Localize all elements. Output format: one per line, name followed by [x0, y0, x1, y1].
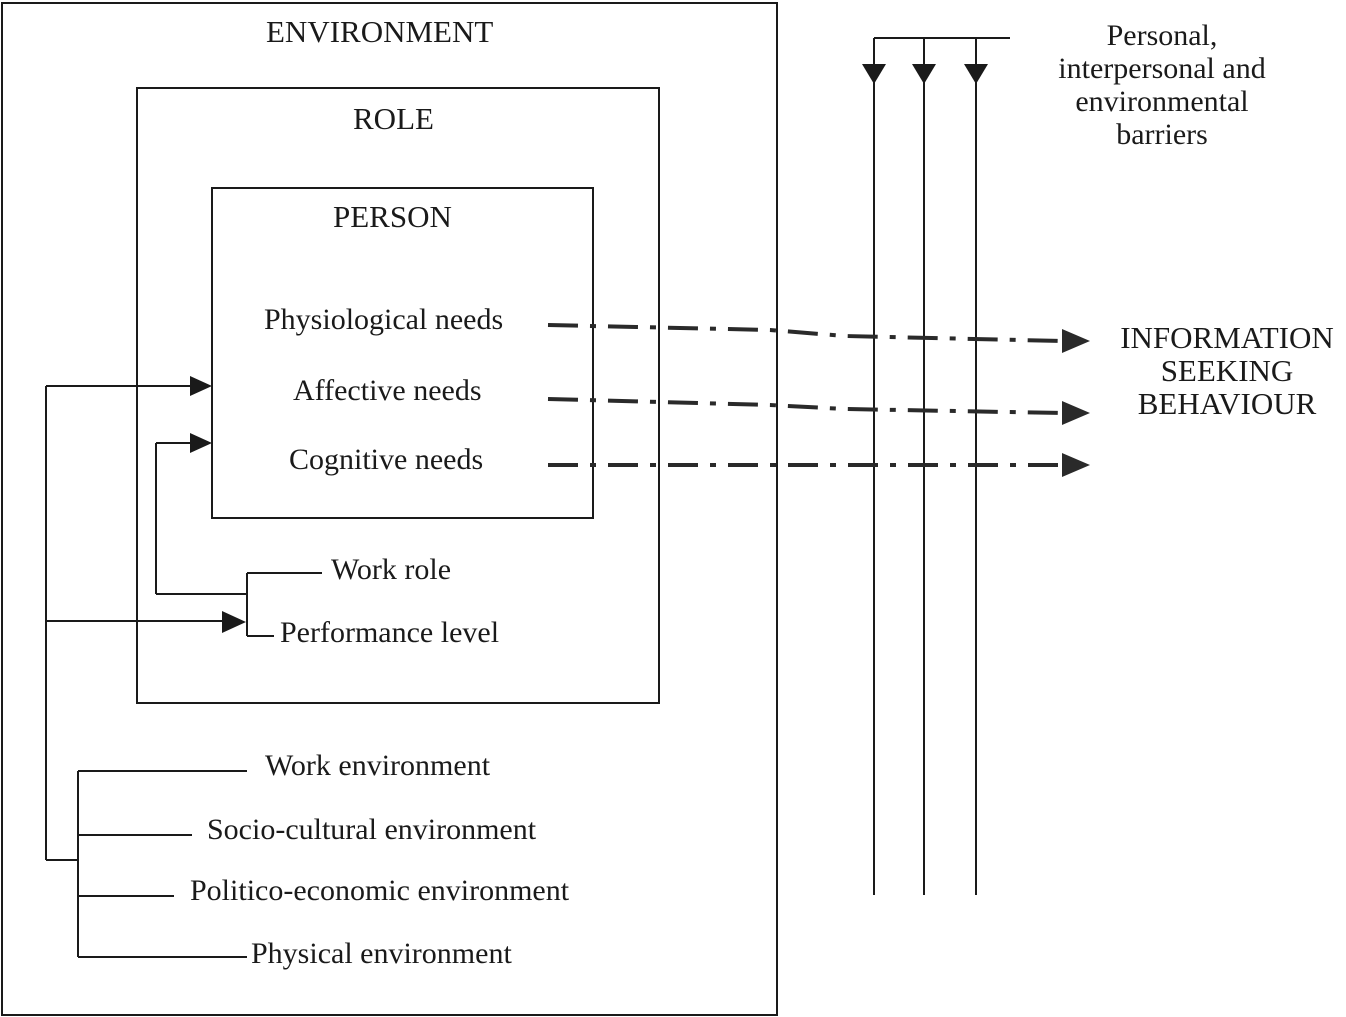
physiological-needs-arrowhead [1062, 329, 1090, 353]
outcome-line-1: INFORMATION [1120, 320, 1334, 355]
barriers-line-1: Personal, [1106, 19, 1218, 52]
arrow-role-to-person [190, 433, 212, 453]
socio-cultural-environment-label: Socio-cultural environment [207, 813, 537, 846]
affective-needs-arrowhead [1062, 401, 1090, 425]
physiological-needs-arrow-line [547, 323, 1063, 343]
barrier-arrow-1 [862, 64, 886, 84]
role-title: ROLE [353, 101, 434, 136]
work-role-label: Work role [331, 553, 452, 586]
person-box [211, 187, 594, 519]
arrow-env-to-person [190, 376, 212, 396]
role-box [136, 87, 660, 704]
physical-environment-label: Physical environment [251, 937, 512, 970]
cognitive-needs-arrowhead [1062, 453, 1090, 477]
politico-economic-environment-label: Politico-economic environment [190, 874, 570, 907]
barrier-arrow-3 [964, 64, 988, 84]
role-bracket [155, 442, 322, 637]
barrier-arrow-2 [912, 64, 936, 84]
barriers-line-4: barriers [1116, 118, 1208, 151]
barriers-line-2: interpersonal and [1058, 52, 1266, 85]
cognitive-needs-label: Cognitive needs [289, 443, 484, 476]
physiological-needs-label: Physiological needs [264, 303, 504, 336]
environment-title: ENVIRONMENT [266, 14, 494, 49]
affective-needs-label: Affective needs [293, 374, 482, 407]
affective-needs-arrow-line [547, 397, 1063, 415]
environment-feedback-connector [45, 385, 222, 861]
outcome-line-2: SEEKING [1160, 353, 1294, 388]
work-environment-label: Work environment [265, 749, 491, 782]
barriers-line-3: environmental [1075, 85, 1249, 118]
person-title: PERSON [333, 199, 452, 234]
outcome-line-3: BEHAVIOUR [1137, 386, 1317, 421]
arrow-env-to-role [222, 611, 246, 633]
information-seeking-behaviour-label: INFORMATION SEEKING BEHAVIOUR [1108, 321, 1346, 420]
environment-bracket [77, 770, 247, 958]
performance-level-label: Performance level [280, 616, 500, 649]
environment-box [1, 2, 778, 1016]
barriers-label: Personal, interpersonal and environmenta… [1032, 19, 1292, 151]
